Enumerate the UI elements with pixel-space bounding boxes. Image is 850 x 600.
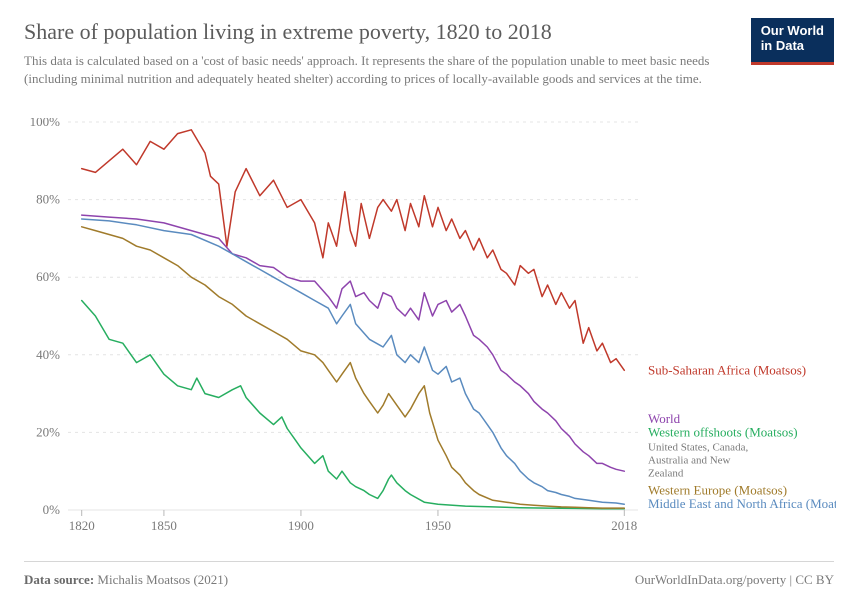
x-tick-label: 1900 [288, 518, 314, 533]
series-line-ssa [82, 130, 625, 370]
data-source: Data source: Michalis Moatsos (2021) [24, 572, 228, 588]
source-value: Michalis Moatsos (2021) [97, 572, 228, 587]
series-sublabel-offshoots: Zealand [648, 467, 684, 479]
attribution: OurWorldInData.org/poverty | CC BY [635, 572, 834, 588]
series-line-mena [82, 219, 625, 504]
chart-subtitle: This data is calculated based on a 'cost… [24, 52, 714, 88]
x-tick-label: 1950 [425, 518, 451, 533]
series-line-weurope [82, 227, 625, 508]
y-tick-label: 20% [36, 424, 60, 439]
y-tick-label: 40% [36, 347, 60, 362]
series-sublabel-offshoots: United States, Canada, [648, 441, 748, 453]
owid-logo: Our World in Data [751, 18, 834, 65]
line-chart-svg: 0% 20% 40% 60% 80% 100% 1820 1850 1900 1950 2018 Su… [24, 118, 836, 538]
y-tick-label: 0% [43, 502, 61, 517]
series-sublabel-offshoots: Australia and New [648, 454, 731, 466]
series-label-ssa: Sub-Saharan Africa (Moatsos) [648, 362, 806, 377]
header: Share of population living in extreme po… [24, 18, 850, 88]
series-line-world [82, 215, 625, 471]
series-label-offshoots: Western offshoots (Moatsos) [648, 424, 798, 439]
x-tick-label: 1820 [69, 518, 95, 533]
series-line-offshoots [82, 301, 625, 509]
footer: Data source: Michalis Moatsos (2021) Our… [24, 561, 834, 588]
x-tick-label: 1850 [151, 518, 177, 533]
y-tick-label: 80% [36, 192, 60, 207]
logo-line1: Our World [761, 24, 824, 39]
series-label-mena: Middle East and North Africa (Moatsos) [648, 496, 836, 511]
logo-line2: in Data [761, 39, 824, 54]
header-text: Share of population living in extreme po… [24, 18, 714, 88]
chart-container: Share of population living in extreme po… [0, 0, 850, 600]
chart-title: Share of population living in extreme po… [24, 18, 714, 46]
chart-area: 0% 20% 40% 60% 80% 100% 1820 1850 1900 1950 2018 Su… [24, 118, 836, 538]
source-label: Data source: [24, 572, 94, 587]
y-tick-label: 100% [30, 118, 61, 129]
x-tick-label: 2018 [611, 518, 637, 533]
y-tick-label: 60% [36, 269, 60, 284]
